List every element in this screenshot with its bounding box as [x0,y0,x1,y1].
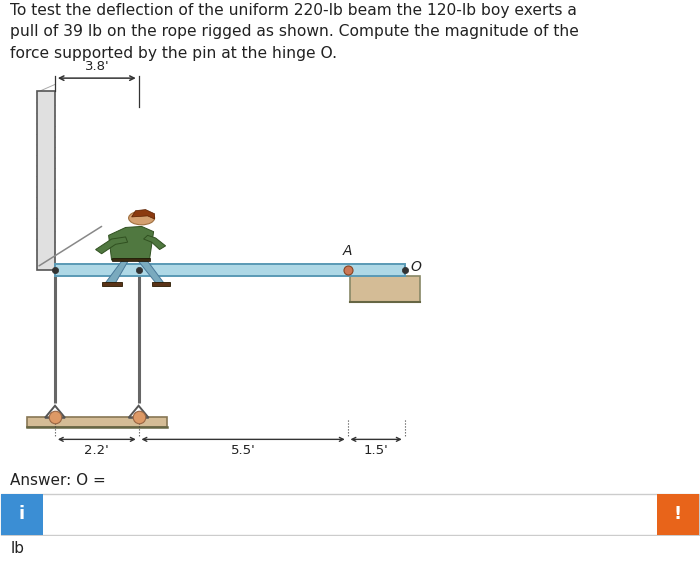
Polygon shape [138,260,164,282]
Text: 1.5': 1.5' [364,444,388,457]
Text: 2.2': 2.2' [85,444,109,457]
Bar [27,417,167,427]
Bar [152,282,169,286]
Polygon shape [106,260,129,282]
Text: Answer: O =: Answer: O = [10,473,106,488]
Bar [1,494,43,535]
Polygon shape [144,236,166,250]
Bar [657,494,699,535]
Text: 5.5': 5.5' [231,444,255,457]
Text: i: i [19,505,25,523]
Polygon shape [96,237,127,254]
Text: !: ! [674,505,682,523]
Polygon shape [108,226,153,260]
Text: To test the deflection of the uniform 220-lb beam the 120-lb boy exerts a
pull o: To test the deflection of the uniform 22… [10,3,580,61]
Text: 3.8': 3.8' [85,60,109,73]
Polygon shape [132,210,155,219]
Bar [37,91,55,270]
Text: lb: lb [10,541,25,556]
Bar [349,276,419,302]
Text: O: O [411,260,421,274]
Text: A: A [343,244,352,258]
Circle shape [129,211,155,225]
Bar [111,258,150,261]
Bar [102,282,122,286]
Bar [55,264,405,276]
